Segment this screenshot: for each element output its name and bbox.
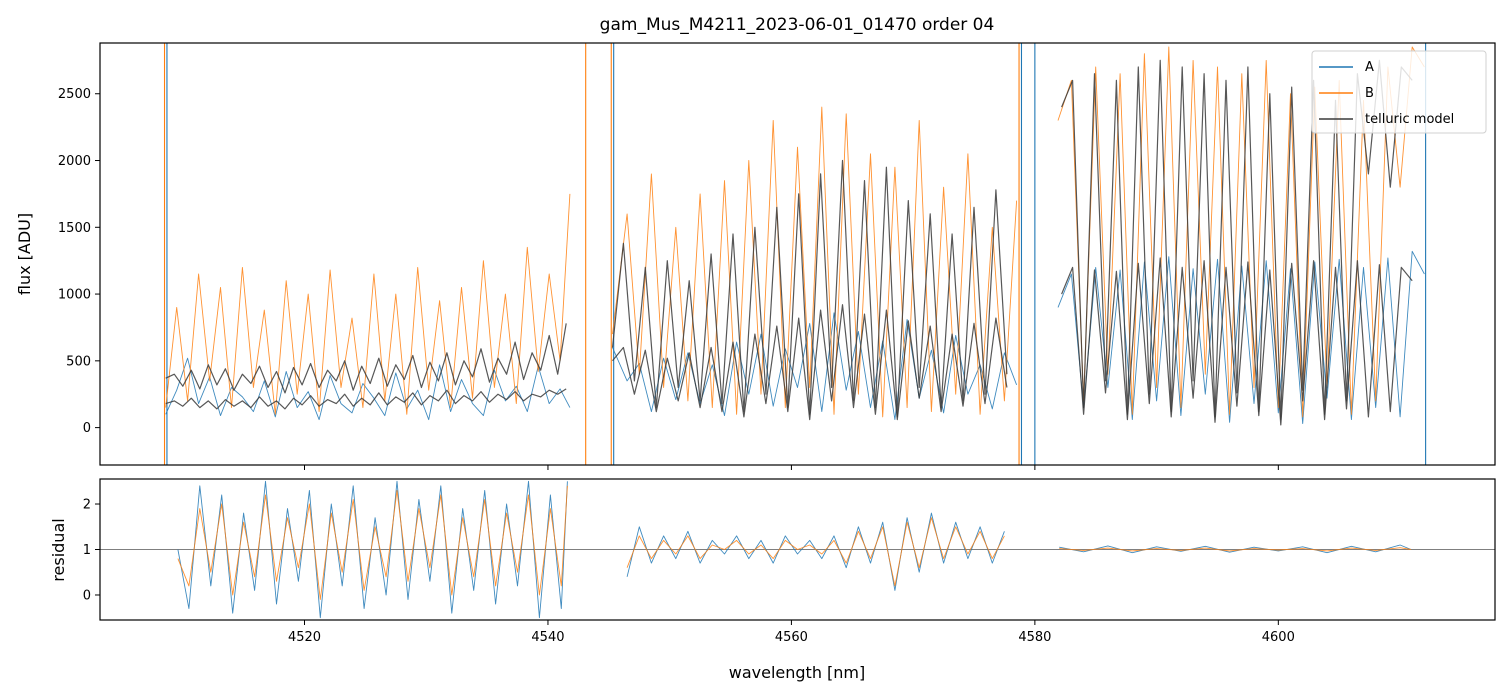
top-vertical-lines bbox=[163, 43, 1427, 465]
series-telluric-model-line bbox=[165, 388, 567, 410]
x-axis-label: wavelength [nm] bbox=[729, 663, 866, 682]
bottom-y-tick-label: 1 bbox=[83, 543, 91, 558]
series-b-line bbox=[1059, 547, 1412, 552]
bottom-y-axis-label: residual bbox=[49, 518, 68, 581]
series-a-line bbox=[612, 312, 1018, 421]
bottom-x-tick-label: 4540 bbox=[531, 630, 564, 645]
series-telluric-model-line bbox=[1061, 257, 1413, 426]
top-series-group bbox=[165, 46, 1425, 426]
top-y-axis-label: flux [ADU] bbox=[15, 213, 34, 295]
bottom-x-tick-label: 4600 bbox=[1262, 630, 1295, 645]
series-b-line bbox=[177, 485, 568, 600]
bottom-y-tick-label: 0 bbox=[83, 588, 91, 603]
chart-title: gam_Mus_M4211_2023-06-01_01470 order 04 bbox=[600, 15, 995, 35]
top-y-tick-label: 1500 bbox=[58, 221, 91, 236]
bottom-y-ticks: 0 1 2 bbox=[83, 498, 100, 603]
bottom-x-tick-label: 4580 bbox=[1018, 630, 1051, 645]
legend: A B telluric model bbox=[1311, 50, 1487, 134]
top-y-tick-label: 0 bbox=[83, 421, 91, 436]
legend-box bbox=[1311, 50, 1487, 134]
top-plot-area: 0 500 1000 1500 2000 2500 bbox=[58, 42, 1496, 470]
legend-label-b: B bbox=[1365, 86, 1374, 101]
top-y-tick-label: 2500 bbox=[58, 87, 91, 102]
top-y-tick-label: 1000 bbox=[58, 288, 91, 303]
series-telluric-model-line bbox=[612, 304, 1008, 421]
bottom-y-tick-label: 2 bbox=[83, 498, 91, 513]
top-axes-frame bbox=[99, 42, 1496, 466]
bottom-plot-area: 0 1 2 4520 4540 4560 4580 4600 bbox=[83, 478, 1496, 645]
series-a-line bbox=[177, 480, 568, 619]
legend-label-telluric: telluric model bbox=[1365, 112, 1454, 127]
series-a-line bbox=[1057, 250, 1425, 425]
series-telluric-model-line bbox=[165, 323, 567, 394]
top-y-tick-label: 500 bbox=[66, 354, 91, 369]
series-b-line bbox=[612, 106, 1018, 418]
bottom-x-ticks: 4520 4540 4560 4580 4600 bbox=[288, 620, 1295, 645]
series-b-line bbox=[626, 517, 1005, 587]
bottom-x-tick-label: 4560 bbox=[775, 630, 808, 645]
series-telluric-model-line bbox=[1061, 59, 1413, 421]
series-a-line bbox=[165, 357, 571, 421]
series-b-line bbox=[165, 193, 571, 415]
legend-label-a: A bbox=[1365, 60, 1374, 75]
bottom-x-tick-label: 4520 bbox=[288, 630, 321, 645]
top-y-tick-label: 2000 bbox=[58, 154, 91, 169]
bottom-series-group bbox=[177, 480, 1412, 619]
top-y-ticks: 0 500 1000 1500 2000 2500 bbox=[58, 87, 100, 436]
series-a-line bbox=[626, 512, 1005, 591]
top-x-ticks bbox=[304, 465, 1279, 470]
bottom-axes-frame bbox=[99, 478, 1496, 621]
